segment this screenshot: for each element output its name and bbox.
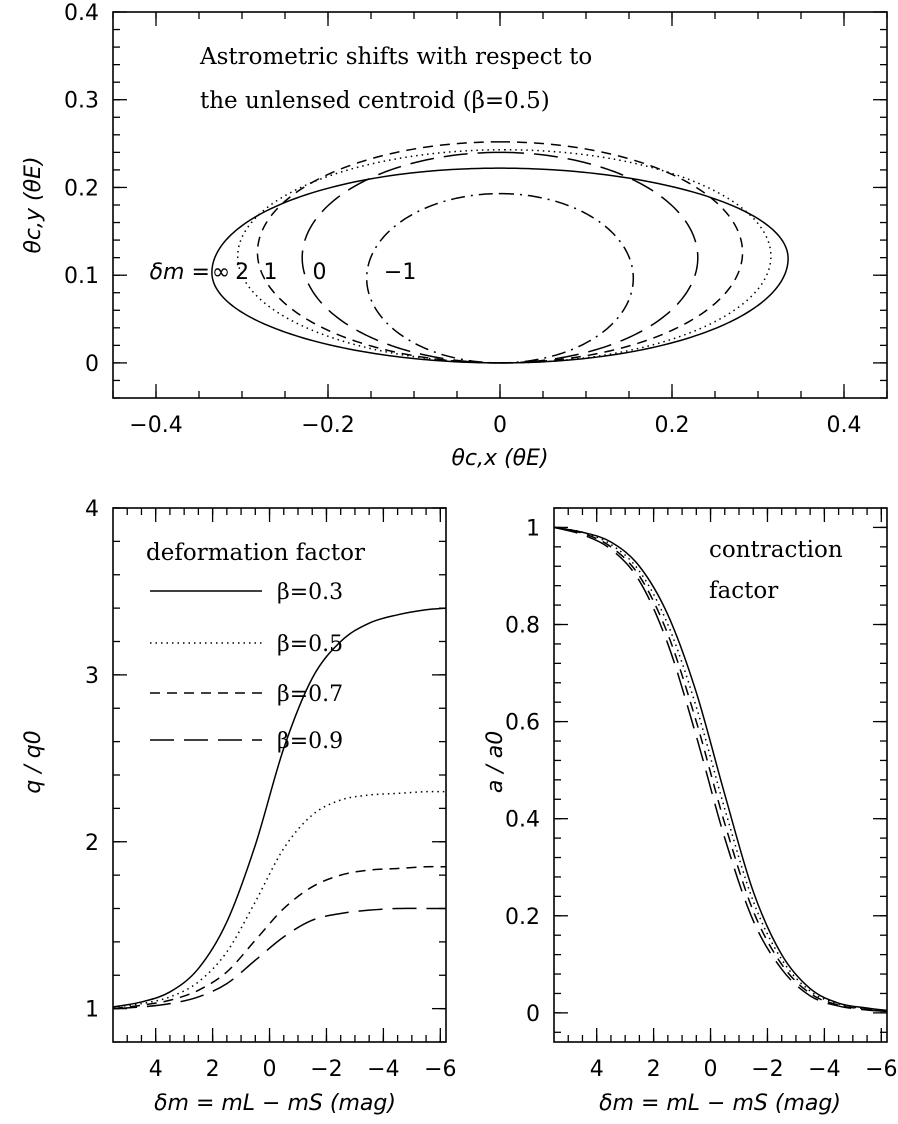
top-series-curve — [365, 192, 635, 364]
bl-legend-label: β=0.9 — [277, 729, 343, 754]
bl-xtick-label: −2 — [310, 1057, 342, 1082]
bl-xtick-label: 2 — [206, 1057, 220, 1082]
bl-x-axis-label: δm = mL − mS (mag) — [154, 1091, 396, 1116]
top-plot-frame — [112, 11, 888, 399]
top-xtick-label: 0.4 — [827, 413, 862, 438]
br-xtick-label: 2 — [647, 1057, 661, 1082]
top-xtick-label: 0.2 — [655, 413, 690, 438]
top-title-line-1: Astrometric shifts with respect to — [199, 44, 592, 70]
br-curves — [553, 526, 888, 1013]
top-ytick-label: 0 — [85, 352, 99, 377]
br-series-curve — [553, 526, 888, 1012]
br-ytick-label: 0.4 — [505, 808, 540, 833]
bl-series-curve — [112, 790, 447, 1008]
bl-series-curve — [112, 865, 447, 1010]
bl-xtick-label: −4 — [367, 1057, 399, 1082]
bl-series-curve — [112, 607, 447, 1008]
top-title-line-2: the unlensed centroid (β=0.5) — [200, 88, 550, 114]
br-x-axis-label: δm = mL − mS (mag) — [599, 1091, 841, 1116]
bl-legend: β=0.3 β=0.5 β=0.7 β=0.9 — [150, 580, 343, 754]
dm-annotations: δm = ∞ 2 1 0 −1 — [150, 260, 417, 285]
bl-title: deformation factor — [146, 540, 365, 566]
bl-plot-frame — [112, 507, 447, 1043]
bl-xtick-label: 4 — [149, 1057, 163, 1082]
br-xtick-label: −4 — [808, 1057, 840, 1082]
dm-annotation-label: 2 — [235, 260, 249, 285]
br-ytick-label: 0.8 — [505, 614, 540, 639]
top-ytick-label: 0.1 — [64, 264, 99, 289]
bl-xtick-label: 0 — [263, 1057, 277, 1082]
bl-xtick-label: −6 — [424, 1057, 456, 1082]
top-curves — [211, 141, 789, 364]
br-series-curve — [553, 526, 888, 1013]
top-ytick-label: 0.4 — [64, 1, 99, 26]
br-xtick-label: −6 — [865, 1057, 897, 1082]
br-xtick-label: 4 — [590, 1057, 604, 1082]
br-series-curve — [553, 526, 888, 1013]
br-ytick-label: 1 — [526, 516, 540, 541]
top-xtick-label: 0 — [493, 413, 507, 438]
bl-legend-label: β=0.3 — [277, 580, 343, 605]
bl-ytick-label: 4 — [85, 497, 99, 522]
top-xtick-label: −0.4 — [129, 413, 182, 438]
dm-annotation-label: 0 — [313, 260, 327, 285]
bl-ytick-label: 2 — [85, 831, 99, 856]
br-title-line-2: factor — [709, 578, 778, 604]
br-xtick-label: −2 — [751, 1057, 783, 1082]
top-series-curve — [256, 141, 744, 364]
dm-annotation-label: ∞ — [212, 260, 230, 285]
bl-ytick-label: 3 — [85, 664, 99, 689]
bl-legend-label: β=0.5 — [277, 632, 343, 657]
br-ytick-label: 0.6 — [505, 711, 540, 736]
bl-legend-label: β=0.7 — [277, 682, 343, 707]
top-series-curve — [301, 151, 699, 364]
top-ytick-label: 0.3 — [64, 89, 99, 114]
dm-annotation-label: 1 — [264, 260, 278, 285]
br-series-curve — [553, 526, 888, 1012]
top-series-curve — [236, 148, 772, 364]
dm-annotation-prefix: δm = — [150, 260, 210, 285]
contraction-factor-panel: 4 2 0 −2 −4 −6 0 0.2 0.4 0.6 0.8 1 contraction fact… — [483, 507, 898, 1116]
br-ticks: 4 2 0 −2 −4 −6 0 0.2 0.4 0.6 0.8 1 — [505, 507, 898, 1082]
br-plot-frame — [553, 507, 888, 1043]
top-xtick-label: −0.2 — [301, 413, 354, 438]
bl-curves — [112, 607, 447, 1010]
top-ytick-label: 0.2 — [64, 176, 99, 201]
br-title-line-1: contraction — [709, 537, 843, 563]
top-series-curve — [211, 167, 789, 364]
top-ticks: −0.4 −0.2 0 0.2 0.4 0 0.1 0.2 0.3 0.4 — [64, 1, 888, 438]
top-x-axis-label: θc,x (θE) — [451, 446, 548, 471]
bl-y-axis-label: q / q0 — [21, 730, 46, 793]
br-y-axis-label: a / a0 — [483, 731, 508, 793]
astrometric-shift-panel: −0.4 −0.2 0 0.2 0.4 0 0.1 0.2 0.3 0.4 Astrometric… — [21, 1, 888, 471]
bl-ytick-label: 1 — [85, 998, 99, 1023]
br-ytick-label: 0.2 — [505, 905, 540, 930]
br-xtick-label: 0 — [704, 1057, 718, 1082]
bl-series-curve — [112, 907, 446, 1010]
top-y-axis-label: θc,y (θE) — [21, 156, 46, 253]
br-ytick-label: 0 — [526, 1002, 540, 1027]
dm-annotation-label: −1 — [384, 260, 416, 285]
